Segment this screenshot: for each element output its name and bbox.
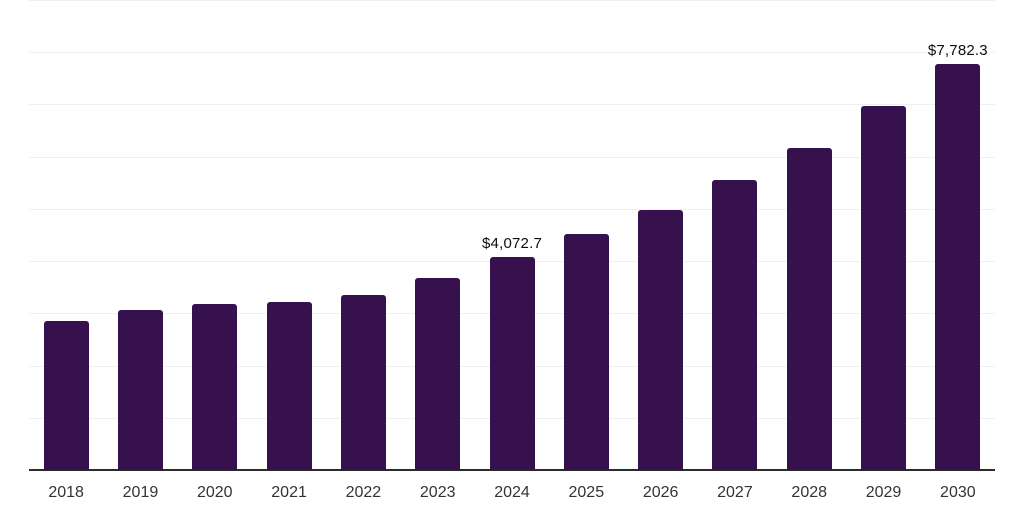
data-label-2030: $7,782.3 [927, 41, 988, 59]
x-tick-2020: 2020 [196, 484, 233, 501]
x-tick-2030: 2030 [940, 484, 976, 501]
x-tick-2029: 2029 [865, 484, 902, 501]
bar-2019 [117, 309, 163, 470]
x-tick-2023: 2023 [419, 484, 456, 501]
bar-2022 [340, 294, 386, 470]
bar-2029 [861, 106, 907, 470]
gridline-5000 [29, 208, 995, 210]
x-tick-2021: 2021 [271, 484, 307, 501]
plot-area: $4,072.7 $7,782.3 [29, 0, 995, 471]
gridline-7000 [29, 104, 995, 106]
bar-2026 [638, 209, 684, 470]
bar-2028 [786, 148, 832, 470]
x-tick-2025: 2025 [568, 484, 605, 501]
x-tick-2026: 2026 [642, 484, 679, 501]
bar-2024 [489, 257, 535, 470]
bar-2030 [935, 63, 981, 470]
bar-2025 [563, 233, 609, 470]
x-tick-2024: 2024 [494, 484, 530, 501]
gridline-9000 [29, 0, 995, 1]
x-axis-labels: 2018 2019 2020 2021 2022 2023 2024 2025 2026 2027… [29, 483, 995, 505]
bar-2027 [712, 179, 758, 470]
data-label-2024: $4,072.7 [482, 235, 542, 253]
x-tick-2027: 2027 [717, 484, 753, 501]
gridline-6000 [29, 156, 995, 158]
x-tick-2022: 2022 [345, 484, 382, 501]
bar-2018 [43, 321, 89, 470]
bar-2021 [266, 301, 312, 470]
x-tick-2028: 2028 [791, 484, 828, 501]
x-axis-line [29, 469, 995, 471]
gridline-8000 [29, 52, 995, 54]
bar-2020 [192, 303, 238, 470]
x-tick-2018: 2018 [48, 484, 84, 501]
x-tick-2019: 2019 [122, 484, 159, 501]
bar-2023 [415, 278, 461, 470]
